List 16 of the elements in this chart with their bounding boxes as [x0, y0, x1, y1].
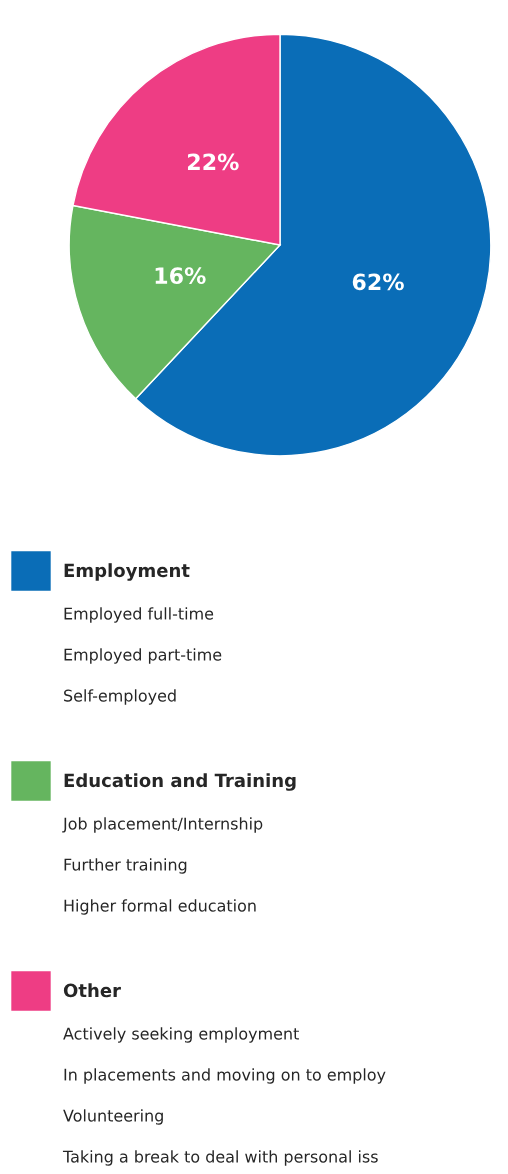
text: Further training — [64, 858, 187, 874]
text: Self-employed — [64, 689, 176, 705]
text: Job placement/Internship — [62, 817, 263, 833]
legend-label: Education and Training — [64, 773, 296, 791]
text: In placements and moving on to employ — [64, 1068, 386, 1084]
text: Taking a break to deal with personal iss — [62, 1150, 378, 1166]
data-label: 62% — [352, 273, 404, 291]
text: Volunteering — [63, 1109, 163, 1125]
text: Actively seeking employment — [63, 1027, 299, 1043]
legend-label: Employment — [64, 563, 190, 581]
data-label: 22% — [187, 153, 239, 171]
legend-label: Other — [63, 983, 121, 998]
text: Employed part-time — [64, 648, 222, 664]
text: Employed full-time — [64, 607, 214, 623]
text: Higher formal education — [64, 899, 256, 915]
data-label: 16% — [155, 267, 206, 285]
